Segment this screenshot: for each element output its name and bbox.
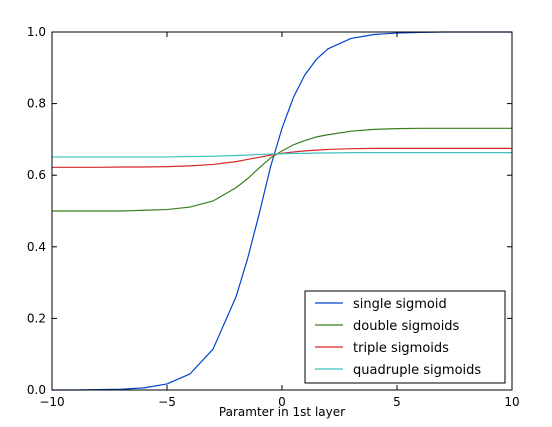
y-axis-ticks: 0.0 0.2 0.4 0.6 0.8 1.0 [27,25,512,397]
x-tick-label: −10 [39,395,64,409]
legend-label: quadruple sigmoids [353,363,481,378]
legend-items: single sigmoid double sigmoids triple sigm… [315,297,481,378]
y-tick-label: 0.0 [27,383,46,397]
legend-box [304,290,506,384]
legend: single sigmoid double sigmoids triple sigm… [304,290,506,384]
x-tick-label: 10 [504,395,519,409]
series-line-double-sigmoids [52,127,512,212]
x-axis-label: Paramter in 1st layer [219,405,345,419]
legend-label: triple sigmoids [353,341,449,356]
x-tick-label: 5 [393,395,401,409]
series-line-quadruple-sigmoids [52,152,512,158]
y-tick-label: 0.8 [27,97,46,111]
y-tick-label: 0.2 [27,311,46,325]
y-tick-label: 0.6 [27,168,46,182]
y-tick-label: 0.4 [27,240,46,254]
y-tick-label: 1.0 [27,25,46,39]
plot-area: −10 −5 0 5 10 0.0 0.2 0.4 0.6 0.8 1.0 Paramter in… [27,25,520,419]
legend-label: single sigmoid [353,297,447,312]
x-tick-label: 0 [278,395,286,409]
x-tick-label: −5 [158,395,176,409]
legend-label: double sigmoids [353,319,460,334]
x-axis-ticks: −10 −5 0 5 10 [39,32,520,409]
